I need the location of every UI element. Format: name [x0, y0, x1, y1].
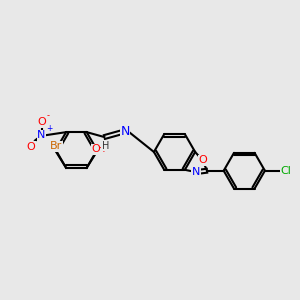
Text: H: H [102, 141, 109, 151]
Text: N: N [38, 130, 46, 140]
Text: O: O [37, 117, 46, 127]
Text: -: - [46, 111, 50, 120]
Text: O: O [26, 142, 35, 152]
Text: N: N [192, 167, 200, 177]
Text: O: O [91, 144, 100, 154]
Text: Br: Br [50, 141, 62, 151]
Text: +: + [46, 124, 53, 133]
Text: O: O [198, 155, 207, 166]
Text: N: N [120, 125, 130, 138]
Text: H: H [98, 144, 105, 154]
Text: Cl: Cl [280, 166, 291, 176]
